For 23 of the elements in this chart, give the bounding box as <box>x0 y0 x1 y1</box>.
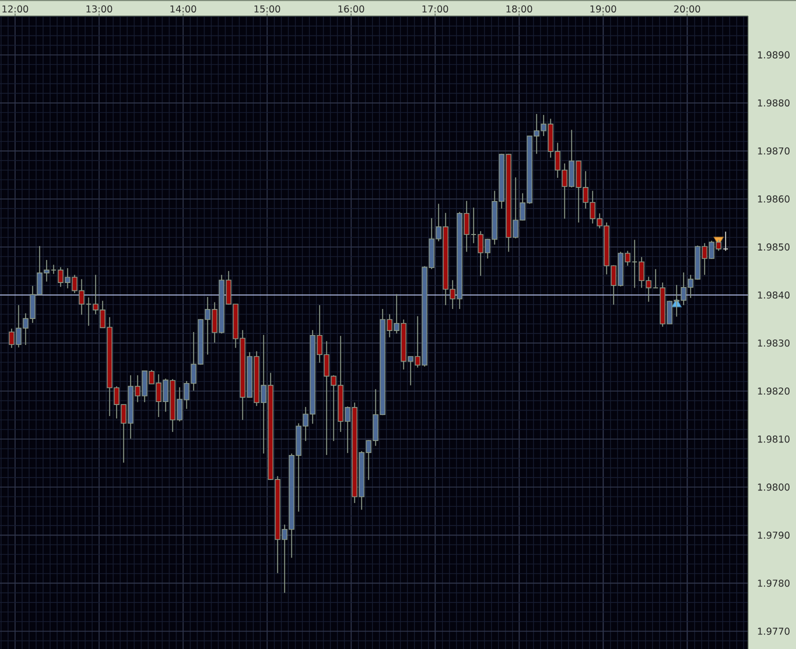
x-tick-label: 17:00 <box>422 5 448 12</box>
x-tick-label: 14:00 <box>170 5 196 12</box>
x-tick-label: 15:00 <box>254 5 280 12</box>
candlestick <box>722 231 728 252</box>
x-tick-label: 16:00 <box>338 5 364 12</box>
y-tick-label: 1.9790 <box>758 532 790 539</box>
y-tick-label: 1.9780 <box>758 580 790 587</box>
y-tick-label: 1.9810 <box>758 436 790 443</box>
y-tick-label: 1.9800 <box>758 484 790 491</box>
x-tick-label: 12:00 <box>2 5 28 12</box>
y-tick-label: 1.9850 <box>758 243 790 251</box>
y-tick-label: 1.9830 <box>758 339 790 347</box>
y-tick-label: 1.9860 <box>758 195 790 203</box>
y-tick-label: 1.9770 <box>758 628 790 635</box>
y-tick-label: 1.9870 <box>758 147 790 155</box>
y-tick-label: 1.9820 <box>758 388 790 395</box>
x-tick-label: 19:00 <box>590 5 616 12</box>
x-tick-label: 18:00 <box>506 5 532 12</box>
y-tick-label: 1.9840 <box>758 291 790 299</box>
x-tick-label: 13:00 <box>86 5 112 12</box>
y-tick-label: 1.9890 <box>758 51 790 58</box>
x-tick-label: 20:00 <box>674 5 700 12</box>
y-tick-label: 1.9880 <box>758 99 790 107</box>
